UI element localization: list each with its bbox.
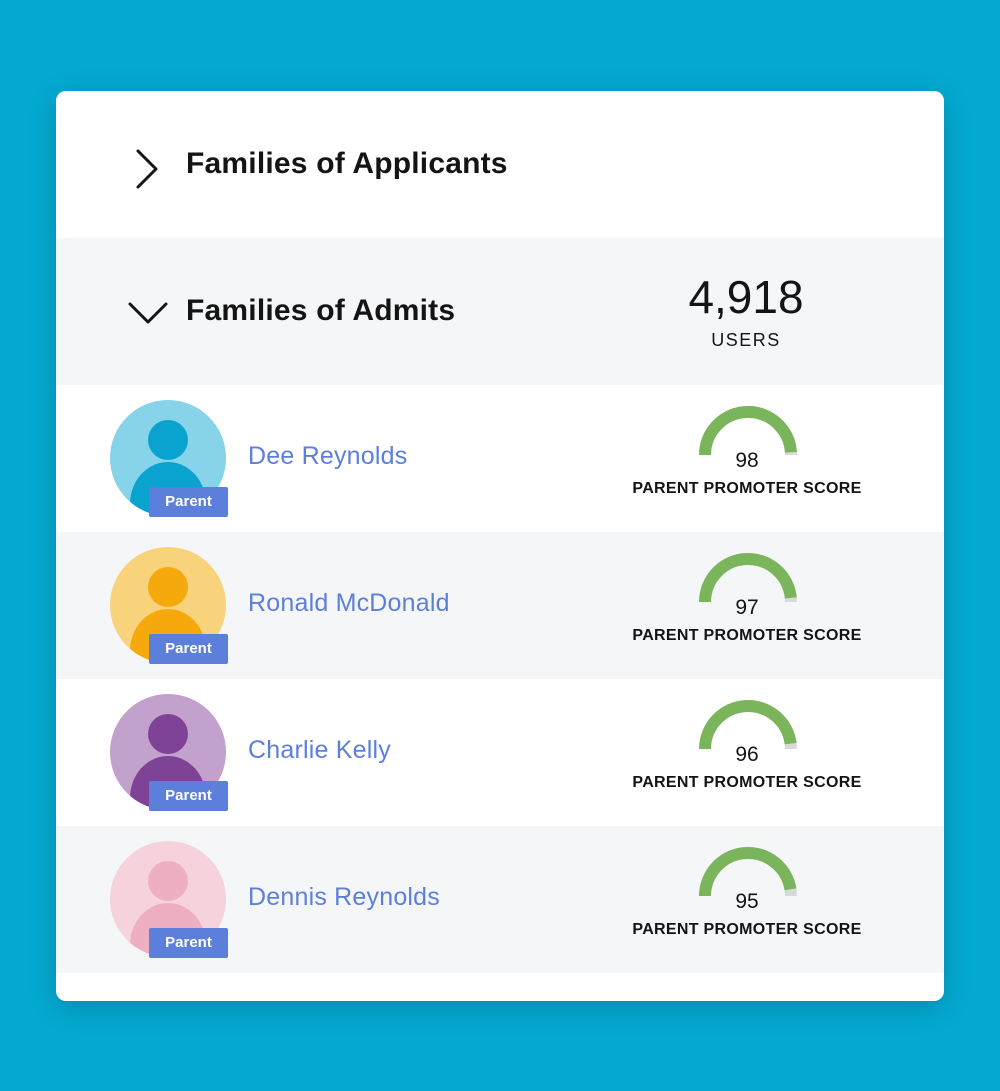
promoter-score-gauge xyxy=(698,405,797,456)
person-name-link[interactable]: Dennis Reynolds xyxy=(248,883,440,911)
gauge-fill xyxy=(699,553,797,603)
person-row[interactable]: Parent Dee Reynolds 98 PARENT PROMOTER SCOR… xyxy=(56,385,944,532)
promoter-score-value: 96 xyxy=(735,743,759,766)
promoter-score-value: 98 xyxy=(735,449,759,472)
gauge-fill xyxy=(699,700,797,750)
person-name-link[interactable]: Dee Reynolds xyxy=(248,442,408,470)
promoter-score-gauge xyxy=(699,700,797,750)
section-families-of-admits[interactable]: Families of Admits 4,918 USERS xyxy=(56,238,944,385)
gauge-fill xyxy=(698,405,797,456)
parent-badge: Parent xyxy=(149,781,228,811)
person-row[interactable]: Parent Dennis Reynolds 95 PARENT PROMOTER S… xyxy=(56,826,944,973)
promoter-score-gauge xyxy=(699,847,797,897)
promoter-score-gauge xyxy=(699,553,797,603)
parent-badge: Parent xyxy=(149,487,228,517)
parent-badge: Parent xyxy=(149,634,228,664)
promoter-score-label: PARENT PROMOTER SCORE xyxy=(632,627,862,644)
promoter-score-value: 95 xyxy=(735,890,759,913)
person-name-link[interactable]: Charlie Kelly xyxy=(248,736,391,764)
section-families-of-applicants[interactable]: Families of Applicants xyxy=(56,91,944,238)
users-count-label: USERS xyxy=(711,330,781,350)
chevron-right-icon[interactable] xyxy=(126,147,170,191)
promoter-score-label: PARENT PROMOTER SCORE xyxy=(632,921,862,938)
parent-badge: Parent xyxy=(149,928,228,958)
gauge-fill xyxy=(699,847,797,897)
promoter-score-value: 97 xyxy=(735,596,759,619)
promoter-score-label: PARENT PROMOTER SCORE xyxy=(632,480,862,497)
chevron-down-icon[interactable] xyxy=(126,290,170,334)
person-row[interactable]: Parent Ronald McDonald 97 PARENT PROMOTER S… xyxy=(56,532,944,679)
person-name-link[interactable]: Ronald McDonald xyxy=(248,589,450,617)
families-card: Families of Applicants Families of Admit… xyxy=(56,91,944,1001)
users-count: 4,918 xyxy=(688,271,804,323)
person-row[interactable]: Parent Charlie Kelly 96 PARENT PROMOTER SCO… xyxy=(56,679,944,826)
section-title-applicants: Families of Applicants xyxy=(186,147,508,180)
promoter-score-label: PARENT PROMOTER SCORE xyxy=(632,774,862,791)
section-title-admits: Families of Admits xyxy=(186,294,456,327)
